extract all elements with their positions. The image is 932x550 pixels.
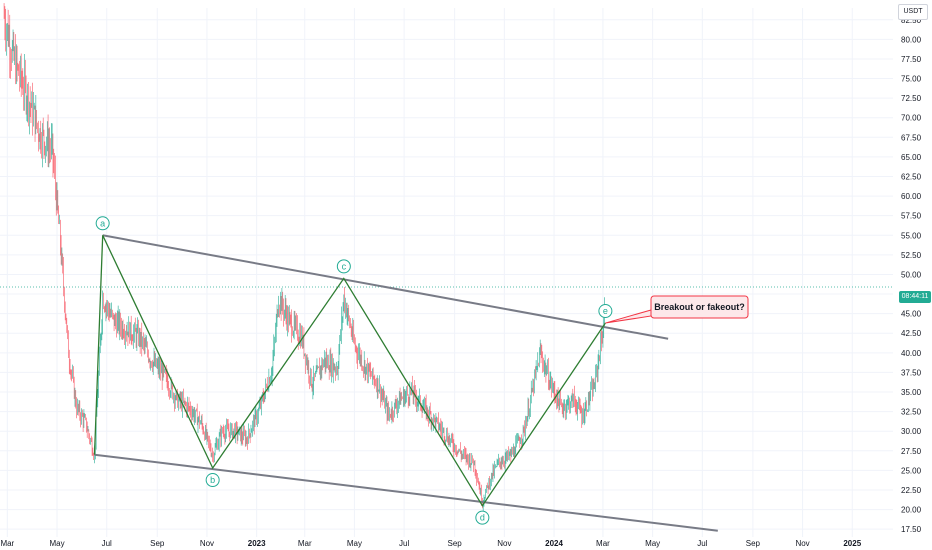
price-tick-label: 62.50	[901, 172, 922, 181]
time-tick-label: Nov	[200, 539, 214, 548]
price-tick-label: 32.50	[901, 408, 922, 417]
price-tick-label: 55.00	[901, 231, 922, 240]
price-tick-label: 60.00	[901, 192, 922, 201]
price-tick-label: 80.00	[901, 35, 922, 44]
wave-label: b	[210, 475, 215, 485]
candles	[3, 3, 605, 512]
price-tick-label: 27.50	[901, 447, 922, 456]
price-tick-label: 75.00	[901, 75, 922, 84]
callout-box	[650, 295, 749, 319]
wave-zigzag-line	[93, 235, 606, 507]
price-tick-label: 40.00	[901, 349, 922, 358]
price-tick-label: 50.00	[901, 270, 922, 279]
wave-labels: a b c d e	[95, 216, 613, 525]
time-tick-label: May	[347, 539, 362, 548]
time-tick-label: Mar	[0, 539, 14, 548]
currency-badge[interactable]: USDT	[898, 4, 928, 20]
wave-label: e	[603, 306, 608, 316]
time-tick-label: Nov	[497, 539, 511, 548]
price-tick-label: 70.00	[901, 114, 922, 123]
wave-label-circle	[598, 304, 613, 319]
wave-zigzag[interactable]	[93, 235, 606, 507]
time-tick-label: Mar	[596, 539, 610, 548]
price-tick-label: 57.50	[901, 212, 922, 221]
time-tick-label: Sep	[150, 539, 165, 548]
current-price-badge: 08:44:11	[899, 291, 931, 303]
time-tick-label: 2025	[843, 539, 861, 548]
price-tick-label: 17.50	[901, 525, 922, 534]
price-tick-label: 45.00	[901, 310, 922, 319]
price-tick-label: 77.50	[901, 55, 922, 64]
price-tick-label: 67.50	[901, 133, 922, 142]
channel-upper-line	[102, 234, 669, 340]
time-tick-label: Sep	[746, 539, 761, 548]
time-tick-label: Jul	[102, 539, 112, 548]
wave-label-circle	[336, 259, 351, 274]
time-tick-label: Sep	[448, 539, 463, 548]
wave-label: a	[100, 218, 105, 228]
price-tick-label: 20.00	[901, 506, 922, 515]
time-tick-label: Nov	[795, 539, 809, 548]
callout[interactable]: Breakout or fakeout?	[605, 295, 749, 324]
price-tick-label: 42.50	[901, 329, 922, 338]
callout-text: Breakout or fakeout?	[654, 302, 745, 312]
time-tick-label: May	[645, 539, 660, 548]
wave-label: c	[342, 261, 347, 271]
wave-label-circle	[475, 510, 490, 525]
price-tick-label: 30.00	[901, 427, 922, 436]
time-tick-label: 2023	[248, 539, 266, 548]
time-tick-label: Jul	[697, 539, 707, 548]
time-tick-label: Mar	[298, 539, 312, 548]
price-tick-label: 52.50	[901, 251, 922, 260]
price-tick-label: 25.00	[901, 466, 922, 475]
wave-label-circle	[95, 216, 110, 231]
time-axis[interactable]: Mar May Jul Sep Nov 2023 Mar May Jul Sep Nov 2024 Ma…	[0, 539, 861, 548]
time-tick-label: 2024	[545, 539, 563, 548]
price-tick-label: 37.50	[901, 368, 922, 377]
wave-label: d	[480, 513, 485, 523]
price-tick-label: 72.50	[901, 94, 922, 103]
price-tick-label: 35.00	[901, 388, 922, 397]
price-tick-label: 65.00	[901, 153, 922, 162]
channel-lower-line	[94, 453, 718, 532]
price-axis[interactable]: 82.50 80.00 77.50 75.00 72.50 70.00 67.50 65.00…	[901, 16, 922, 534]
wave-label-circle	[205, 473, 220, 488]
price-tick-label: 22.50	[901, 486, 922, 495]
time-tick-label: Jul	[399, 539, 409, 548]
grid-lines	[0, 8, 893, 537]
time-tick-label: May	[49, 539, 64, 548]
price-tick-label: 82.50	[901, 16, 922, 25]
trend-channel[interactable]	[94, 234, 718, 532]
